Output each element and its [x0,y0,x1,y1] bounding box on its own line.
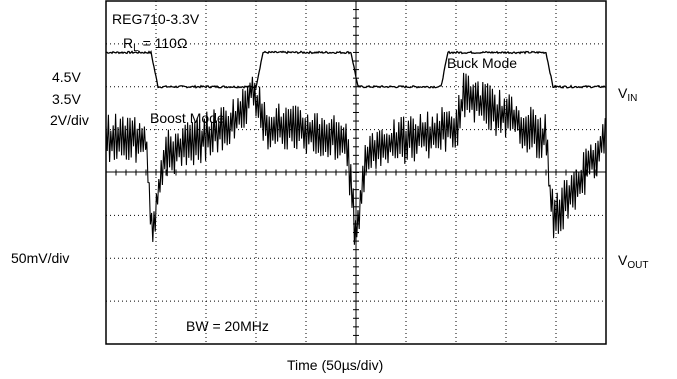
vin-low-level-label: 3.5V [52,91,81,107]
vin-high-level-label: 4.5V [52,69,81,85]
signal-traces [105,50,607,245]
vout-channel-label: VOUT [618,253,648,271]
load-resistance-label: RL = 110Ω [123,36,187,54]
device-label: REG710-3.3V [112,11,200,27]
x-axis-label: Time (50µs/div) [287,357,384,373]
boost-mode-label: Boost Mode [150,110,225,126]
load-symbol-subscript: L [133,43,139,54]
vin-scale-label: 2V/div [50,112,89,128]
load-value: = 110Ω [142,35,188,51]
vout-symbol: V [618,252,628,268]
load-symbol: R [123,35,134,51]
vout-scale-label: 50mV/div [11,250,70,266]
buck-mode-label: Buck Mode [447,55,518,71]
vout-subscript: OUT [627,260,649,271]
vout-trace [105,72,606,245]
vin-symbol: V [618,85,628,101]
vin-subscript: IN [627,93,638,104]
vin-trace [105,50,607,90]
bandwidth-label: BW = 20MHz [186,318,269,334]
vin-channel-label: VIN [618,86,637,104]
